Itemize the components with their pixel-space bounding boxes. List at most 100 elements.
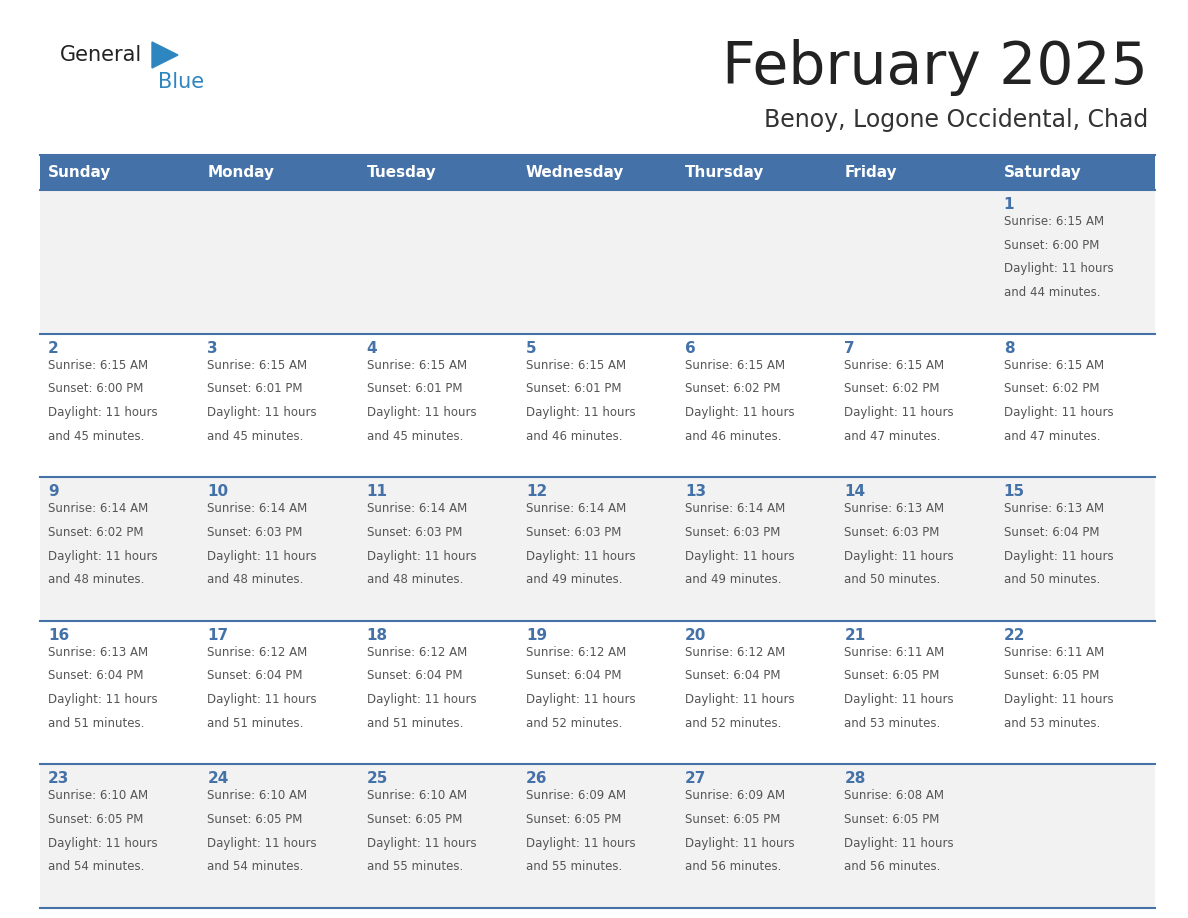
Text: 2: 2 [48, 341, 58, 355]
Text: 13: 13 [685, 484, 707, 499]
Bar [836, 155, 996, 190]
Text: Sunrise: 6:08 AM: Sunrise: 6:08 AM [845, 789, 944, 802]
Text: Sunrise: 6:14 AM: Sunrise: 6:14 AM [48, 502, 148, 515]
Text: February 2025: February 2025 [722, 39, 1148, 96]
Text: 25: 25 [367, 771, 388, 787]
Text: Thursday: Thursday [685, 165, 765, 180]
Text: Sunset: 6:02 PM: Sunset: 6:02 PM [1004, 382, 1099, 396]
Text: Tuesday: Tuesday [367, 165, 436, 180]
Text: Sunrise: 6:09 AM: Sunrise: 6:09 AM [526, 789, 626, 802]
Text: Daylight: 11 hours: Daylight: 11 hours [207, 406, 317, 419]
Text: Sunrise: 6:14 AM: Sunrise: 6:14 AM [207, 502, 308, 515]
Text: Sunset: 6:05 PM: Sunset: 6:05 PM [845, 669, 940, 682]
Text: 16: 16 [48, 628, 69, 643]
Text: and 49 minutes.: and 49 minutes. [685, 573, 782, 587]
Text: Daylight: 11 hours: Daylight: 11 hours [845, 406, 954, 419]
Text: Benoy, Logone Occidental, Chad: Benoy, Logone Occidental, Chad [764, 108, 1148, 132]
Bar [40, 190, 1155, 333]
Text: and 52 minutes.: and 52 minutes. [526, 717, 623, 730]
Text: and 50 minutes.: and 50 minutes. [845, 573, 941, 587]
Bar [40, 621, 1155, 765]
Text: Sunset: 6:05 PM: Sunset: 6:05 PM [48, 813, 144, 826]
Text: Sunset: 6:05 PM: Sunset: 6:05 PM [685, 813, 781, 826]
Text: Sunset: 6:04 PM: Sunset: 6:04 PM [207, 669, 303, 682]
Text: 3: 3 [207, 341, 217, 355]
Text: Sunset: 6:05 PM: Sunset: 6:05 PM [367, 813, 462, 826]
Text: Sunset: 6:01 PM: Sunset: 6:01 PM [207, 382, 303, 396]
Text: Daylight: 11 hours: Daylight: 11 hours [526, 550, 636, 563]
Bar [40, 333, 1155, 477]
Text: Sunset: 6:03 PM: Sunset: 6:03 PM [367, 526, 462, 539]
Text: 15: 15 [1004, 484, 1025, 499]
Text: and 45 minutes.: and 45 minutes. [48, 430, 145, 442]
Text: 26: 26 [526, 771, 548, 787]
Text: and 48 minutes.: and 48 minutes. [48, 573, 145, 587]
Text: Sunrise: 6:09 AM: Sunrise: 6:09 AM [685, 789, 785, 802]
Text: and 53 minutes.: and 53 minutes. [1004, 717, 1100, 730]
Text: Sunrise: 6:14 AM: Sunrise: 6:14 AM [685, 502, 785, 515]
Text: Sunrise: 6:13 AM: Sunrise: 6:13 AM [48, 645, 148, 659]
Text: and 46 minutes.: and 46 minutes. [685, 430, 782, 442]
Text: Monday: Monday [207, 165, 274, 180]
Text: 22: 22 [1004, 628, 1025, 643]
Bar [200, 155, 359, 190]
Text: and 44 minutes.: and 44 minutes. [1004, 286, 1100, 299]
Text: Daylight: 11 hours: Daylight: 11 hours [685, 406, 795, 419]
Text: Daylight: 11 hours: Daylight: 11 hours [367, 837, 476, 850]
Text: Sunset: 6:00 PM: Sunset: 6:00 PM [48, 382, 144, 396]
Text: Sunset: 6:02 PM: Sunset: 6:02 PM [48, 526, 144, 539]
Text: Daylight: 11 hours: Daylight: 11 hours [207, 693, 317, 706]
Text: Sunset: 6:04 PM: Sunset: 6:04 PM [685, 669, 781, 682]
Text: 14: 14 [845, 484, 866, 499]
Text: Friday: Friday [845, 165, 897, 180]
Text: 6: 6 [685, 341, 696, 355]
Text: 18: 18 [367, 628, 387, 643]
Text: Daylight: 11 hours: Daylight: 11 hours [367, 406, 476, 419]
Text: Sunset: 6:03 PM: Sunset: 6:03 PM [685, 526, 781, 539]
Text: Sunset: 6:02 PM: Sunset: 6:02 PM [685, 382, 781, 396]
Text: Sunrise: 6:12 AM: Sunrise: 6:12 AM [207, 645, 308, 659]
Text: Daylight: 11 hours: Daylight: 11 hours [526, 837, 636, 850]
Text: Sunrise: 6:15 AM: Sunrise: 6:15 AM [48, 359, 148, 372]
Text: 24: 24 [207, 771, 228, 787]
Text: Wednesday: Wednesday [526, 165, 624, 180]
Bar [40, 155, 200, 190]
Text: 28: 28 [845, 771, 866, 787]
Text: Saturday: Saturday [1004, 165, 1081, 180]
Text: Sunset: 6:05 PM: Sunset: 6:05 PM [526, 813, 621, 826]
Text: Sunrise: 6:14 AM: Sunrise: 6:14 AM [526, 502, 626, 515]
Text: and 53 minutes.: and 53 minutes. [845, 717, 941, 730]
Text: and 51 minutes.: and 51 minutes. [48, 717, 145, 730]
Text: and 52 minutes.: and 52 minutes. [685, 717, 782, 730]
Text: Daylight: 11 hours: Daylight: 11 hours [685, 550, 795, 563]
Polygon shape [152, 42, 178, 68]
Text: Sunrise: 6:14 AM: Sunrise: 6:14 AM [367, 502, 467, 515]
Text: Sunset: 6:00 PM: Sunset: 6:00 PM [1004, 239, 1099, 252]
Text: Sunset: 6:03 PM: Sunset: 6:03 PM [845, 526, 940, 539]
Text: Sunrise: 6:11 AM: Sunrise: 6:11 AM [845, 645, 944, 659]
Text: and 51 minutes.: and 51 minutes. [207, 717, 304, 730]
Text: 1: 1 [1004, 197, 1015, 212]
Text: Daylight: 11 hours: Daylight: 11 hours [845, 837, 954, 850]
Text: Sunrise: 6:15 AM: Sunrise: 6:15 AM [1004, 359, 1104, 372]
Text: and 56 minutes.: and 56 minutes. [845, 860, 941, 874]
Text: Sunset: 6:04 PM: Sunset: 6:04 PM [367, 669, 462, 682]
Bar [359, 155, 518, 190]
Text: and 51 minutes.: and 51 minutes. [367, 717, 463, 730]
Text: 21: 21 [845, 628, 866, 643]
Text: 12: 12 [526, 484, 548, 499]
Text: 9: 9 [48, 484, 58, 499]
Text: 10: 10 [207, 484, 228, 499]
Text: and 45 minutes.: and 45 minutes. [367, 430, 463, 442]
Text: and 45 minutes.: and 45 minutes. [207, 430, 304, 442]
Text: Sunrise: 6:15 AM: Sunrise: 6:15 AM [526, 359, 626, 372]
Text: Sunset: 6:01 PM: Sunset: 6:01 PM [367, 382, 462, 396]
Text: Daylight: 11 hours: Daylight: 11 hours [526, 406, 636, 419]
Text: Sunset: 6:05 PM: Sunset: 6:05 PM [1004, 669, 1099, 682]
Bar [518, 155, 677, 190]
Text: Sunset: 6:04 PM: Sunset: 6:04 PM [48, 669, 144, 682]
Text: Sunrise: 6:15 AM: Sunrise: 6:15 AM [1004, 215, 1104, 228]
Text: 11: 11 [367, 484, 387, 499]
Text: Daylight: 11 hours: Daylight: 11 hours [845, 693, 954, 706]
Text: Sunrise: 6:15 AM: Sunrise: 6:15 AM [685, 359, 785, 372]
